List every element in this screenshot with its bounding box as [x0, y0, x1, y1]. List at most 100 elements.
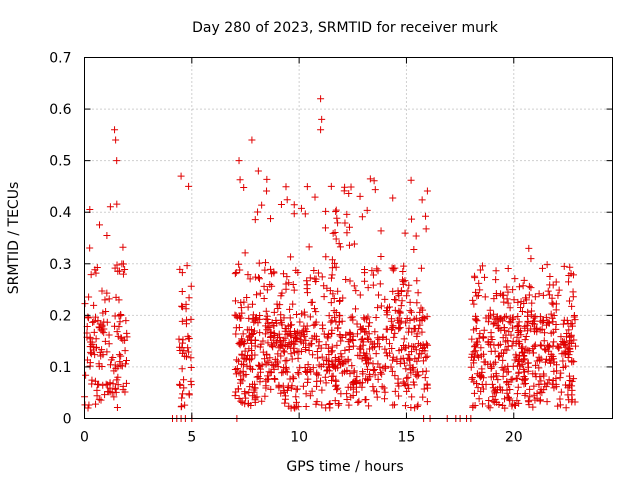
data-point: [295, 329, 303, 337]
data-point: [480, 358, 488, 366]
data-point: [178, 402, 186, 410]
data-point: [468, 375, 476, 383]
data-point: [391, 372, 399, 380]
data-point: [487, 329, 495, 337]
data-point: [533, 357, 541, 365]
data-point: [476, 373, 484, 381]
data-point: [377, 253, 385, 261]
data-point: [242, 370, 250, 378]
data-point: [363, 376, 371, 384]
data-point: [568, 322, 576, 330]
data-point: [504, 342, 512, 350]
data-point: [389, 266, 397, 274]
data-point: [359, 335, 367, 343]
data-point: [313, 398, 321, 406]
data-point: [274, 359, 282, 367]
data-point: [180, 376, 188, 384]
data-point: [387, 317, 395, 325]
data-point: [240, 298, 248, 306]
data-point: [352, 305, 360, 313]
data-point: [403, 374, 411, 382]
data-point: [270, 269, 278, 277]
data-point: [88, 376, 96, 384]
data-point: [525, 244, 533, 252]
data-point: [536, 396, 544, 404]
data-point: [105, 295, 113, 303]
data-point: [559, 357, 567, 365]
data-point: [347, 336, 355, 344]
data-point: [250, 388, 258, 396]
data-point: [388, 367, 396, 375]
data-point: [301, 364, 309, 372]
data-point: [415, 350, 423, 358]
data-point: [256, 289, 264, 297]
data-point: [111, 322, 119, 330]
data-point: [423, 352, 431, 360]
data-point: [248, 347, 256, 355]
data-point: [265, 368, 273, 376]
data-point: [236, 266, 244, 274]
data-point: [519, 282, 527, 290]
data-point: [410, 315, 418, 323]
data-point: [260, 294, 268, 302]
data-point: [105, 331, 113, 339]
data-point: [527, 284, 535, 292]
data-point: [262, 360, 270, 368]
data-point: [289, 281, 297, 289]
data-point: [90, 318, 98, 326]
data-point: [571, 316, 579, 324]
data-point: [363, 206, 371, 214]
data-point: [541, 345, 549, 353]
data-point: [256, 312, 264, 320]
data-point: [312, 278, 320, 286]
data-point: [503, 377, 511, 385]
data-point: [350, 282, 358, 290]
data-point: [341, 346, 349, 354]
data-point: [84, 404, 92, 412]
x-tick-label: 0: [80, 430, 89, 446]
data-point: [416, 321, 424, 329]
data-point: [249, 329, 257, 337]
data-point: [260, 282, 268, 290]
grid-layer: [84, 57, 613, 419]
data-point: [492, 276, 500, 284]
data-point: [378, 370, 386, 378]
data-point: [336, 331, 344, 339]
y-tick-label: 0.2: [49, 308, 71, 324]
data-point: [119, 386, 127, 394]
data-point: [372, 313, 380, 321]
data-point: [287, 384, 295, 392]
data-point: [343, 366, 351, 374]
data-point: [492, 267, 500, 275]
data-point: [258, 361, 266, 369]
data-point: [470, 300, 478, 308]
data-point: [540, 370, 548, 378]
chart-title: Day 280 of 2023, SRMTID for receiver mur…: [192, 20, 499, 36]
data-point: [399, 278, 407, 286]
data-point: [91, 377, 99, 385]
data-point: [354, 398, 362, 406]
data-point: [397, 302, 405, 310]
data-point: [557, 369, 565, 377]
data-point: [345, 189, 353, 197]
data-point: [414, 340, 422, 348]
data-point: [381, 295, 389, 303]
data-point: [500, 324, 508, 332]
data-point: [517, 344, 525, 352]
data-point: [302, 390, 310, 398]
data-point: [513, 323, 521, 331]
data-point: [328, 256, 336, 264]
data-point: [376, 280, 384, 288]
data-point: [85, 293, 93, 301]
data-point: [253, 291, 261, 299]
data-point: [565, 351, 573, 359]
data-point: [524, 363, 532, 371]
data-point: [325, 357, 333, 365]
data-point: [239, 337, 247, 345]
data-point: [378, 383, 386, 391]
data-point: [485, 314, 493, 322]
data-point: [86, 244, 94, 252]
data-point: [343, 229, 351, 237]
data-point: [502, 312, 510, 320]
